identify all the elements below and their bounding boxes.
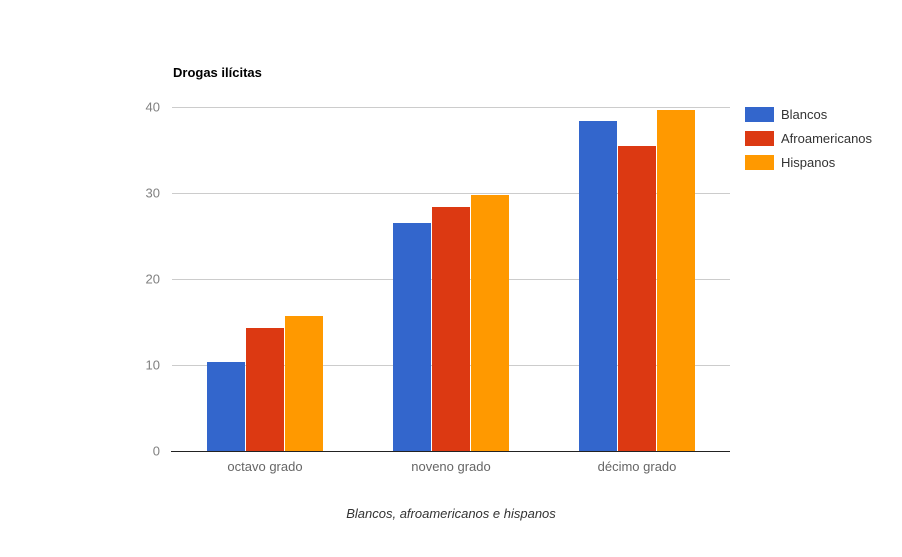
bar-blancos-decimo-grado xyxy=(579,120,617,451)
y-tick-label-10: 10 xyxy=(145,357,160,373)
bar-blancos-noveno-grado xyxy=(393,223,431,451)
legend-swatch-blancos xyxy=(745,107,774,122)
y-tick-label-20: 20 xyxy=(145,271,160,287)
legend-item-afroamericanos: Afroamericanos xyxy=(745,131,872,146)
bar-hispanos-noveno-grado xyxy=(471,194,509,451)
chart-caption: Blancos, afroamericanos e hispanos xyxy=(346,506,556,521)
x-axis-baseline xyxy=(171,451,730,452)
y-tick-label-40: 40 xyxy=(145,99,160,115)
x-axis-label-noveno-grado: noveno grado xyxy=(411,459,491,474)
legend-item-blancos: Blancos xyxy=(745,107,872,122)
y-tick-label-30: 30 xyxy=(145,185,160,201)
bar-hispanos-octavo-grado xyxy=(285,315,323,451)
chart-title: Drogas ilícitas xyxy=(173,65,262,80)
bar-group-octavo-grado xyxy=(172,107,358,451)
legend-label-hispanos: Hispanos xyxy=(781,155,836,170)
bar-group-decimo-grado xyxy=(544,107,730,451)
legend: Blancos Afroamericanos Hispanos xyxy=(745,107,872,179)
gridline-y-30 xyxy=(172,193,730,194)
bar-afroamericanos-octavo-grado xyxy=(246,328,284,451)
legend-swatch-afroamericanos xyxy=(745,131,774,146)
bar-afroamericanos-noveno-grado xyxy=(432,206,470,451)
legend-label-blancos: Blancos xyxy=(781,107,828,122)
legend-label-afroamericanos: Afroamericanos xyxy=(781,131,873,146)
bar-hispanos-decimo-grado xyxy=(657,110,695,451)
gridline-y-40 xyxy=(172,107,730,108)
bar-afroamericanos-decimo-grado xyxy=(618,145,656,451)
bar-blancos-octavo-grado xyxy=(207,362,245,451)
x-axis-label-decimo-grado: décimo grado xyxy=(597,459,677,474)
legend-item-hispanos: Hispanos xyxy=(745,155,872,170)
legend-swatch-hispanos xyxy=(745,155,774,170)
y-tick-label-0: 0 xyxy=(152,443,160,459)
y-axis-tick-labels: 0 10 20 30 40 xyxy=(100,100,160,459)
plot-area xyxy=(171,107,730,452)
bar-group-noveno-grado xyxy=(358,107,544,451)
x-axis-labels: octavo grado noveno grado décimo grado xyxy=(172,459,730,475)
x-axis-label-octavo-grado: octavo grado xyxy=(227,459,303,474)
